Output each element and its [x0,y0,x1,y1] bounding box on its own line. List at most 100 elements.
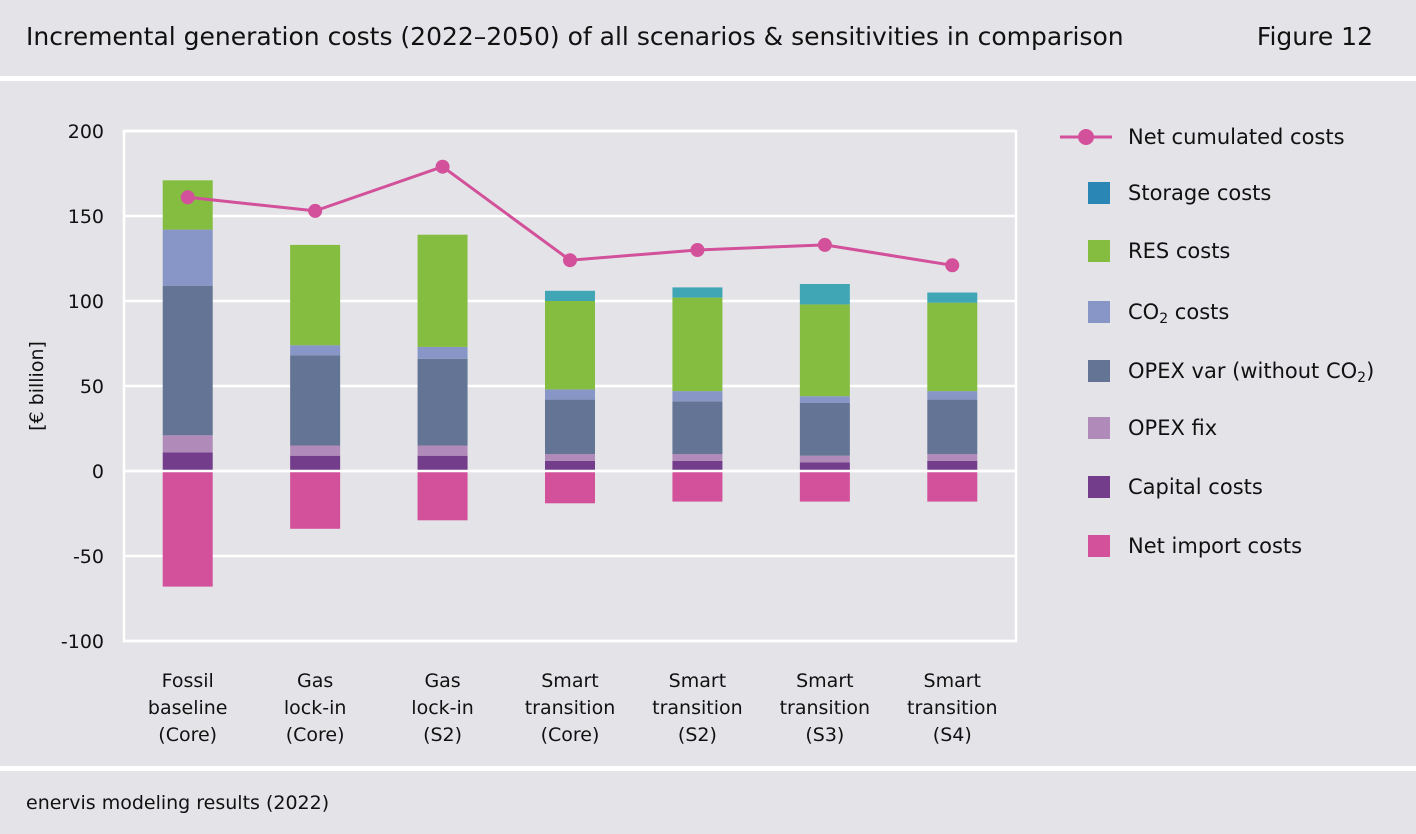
y-tick-label: 50 [80,376,104,398]
figure-number: Figure 12 [1256,22,1373,51]
y-tick-label: -50 [73,546,104,568]
bar-segment-capital [417,455,468,471]
bar-segment-opex_fix [545,454,595,461]
bar-segment-res [672,297,723,392]
legend-label-capital: Capital costs [1128,475,1263,499]
bar-segment-co2 [672,391,723,402]
net-cumulated-line [180,159,960,273]
bar-segment-storage [545,290,595,301]
x-category-labels: Fossil baseline (Core) Gas lock-in (Core) Gas l… [148,670,998,746]
legend-label-net: Net cumulated costs [1128,125,1345,149]
bar-segment-co2 [927,391,978,400]
legend-item-opexvar: OPEX var (without CO2) [1058,356,1398,386]
bar-segment-storage [799,284,850,305]
bar-segment-import [162,471,213,587]
bar-segment-res [545,301,595,390]
bar-segment-capital [799,462,850,471]
bar-segment-opex_var [417,358,468,446]
bar-segment-storage [927,292,978,303]
bar-segment-co2 [162,229,213,286]
bar-segment-import [545,471,595,504]
bar-segment-opex_var [545,399,595,454]
legend-label-import: Net import costs [1128,534,1303,558]
x-category-label: Smart transition (S3) [780,670,871,746]
net-line-point [308,203,323,218]
y-tick-label: 0 [92,461,104,483]
bar-segment-capital [672,460,723,471]
bar-segment-opex_fix [927,454,978,461]
bar-segment-capital [927,460,978,471]
bar-segment-res [290,244,341,346]
bar-segment-import [417,471,468,521]
bar-segment-storage [672,287,723,298]
footer-divider [0,766,1416,771]
legend-swatch-opexvar [1088,360,1110,382]
legend-swatch-import [1088,535,1110,557]
bar-segment-opex_fix [799,455,850,463]
y-axis-label: [€ billion] [26,341,48,431]
title-bar: Incremental generation costs (2022–2050)… [0,0,1416,76]
net-line-point [435,159,450,174]
chart-title: Incremental generation costs (2022–2050)… [26,22,1124,51]
bar-segment-res [417,234,468,347]
net-line-point [690,243,705,257]
bar-segment-import [799,471,850,502]
x-category-label: Gas lock-in (S2) [411,670,474,746]
x-category-label: Smart transition (Core) [525,670,616,746]
net-line-point [563,253,577,268]
legend-swatch-co2 [1088,301,1110,323]
bar-segment-res [162,180,213,230]
header-divider [0,76,1416,81]
y-tick-label: 200 [68,121,104,143]
net-line-point [817,237,832,252]
chart-svg: 200 150 100 50 0 -50 -100 Fossil baseline (Core)… [26,121,1018,746]
bar-segment-co2 [417,346,468,359]
bar-segment-capital [545,460,595,471]
x-category-label: Gas lock-in (Core) [284,670,347,746]
y-tick-labels: 200 150 100 50 0 -50 -100 [61,121,104,653]
x-category-label: Fossil baseline (Core) [148,670,228,746]
bars [124,180,1016,587]
bar-segment-opex_var [290,355,341,446]
bar-segment-co2 [545,389,595,400]
bar-segment-co2 [290,345,341,356]
legend-swatch-storage [1088,182,1110,204]
y-tick-label: 100 [68,291,104,313]
bar-segment-opex_var [927,399,978,454]
bar-segment-opex_fix [162,435,213,453]
net-line-point [180,190,195,205]
bar-segment-opex_fix [417,445,468,456]
bar-segment-import [672,471,723,502]
bar-segment-res [799,304,850,397]
legend-item-storage: Storage costs [1058,178,1398,208]
legend-line-marker [1060,129,1112,145]
legend-item-co2: CO2 costs [1058,297,1398,327]
legend-label-res: RES costs [1128,239,1231,263]
x-category-label: Smart transition (S2) [652,670,743,746]
bar-segment-co2 [799,396,850,403]
bar-segment-import [927,471,978,502]
y-tick-label: -100 [61,631,104,653]
legend-label-opexfix: OPEX fix [1128,416,1218,440]
bar-segment-opex_fix [290,445,341,456]
legend-item-net: Net cumulated costs [1058,122,1398,152]
bar-segment-opex_var [672,401,723,454]
bar-segment-opex_fix [672,454,723,461]
bar-segment-res [927,302,978,392]
bar-segment-import [290,471,341,529]
legend-item-res: RES costs [1058,236,1398,266]
legend-item-capital: Capital costs [1058,472,1398,502]
bar-segment-opex_var [162,285,213,436]
legend-label-co2: CO2 costs [1128,300,1230,327]
bar-segment-opex_var [799,403,850,456]
legend-swatch-res [1088,240,1110,262]
bar-segment-capital [162,452,213,471]
legend-item-import: Net import costs [1058,531,1398,561]
legend-label-storage: Storage costs [1128,181,1272,205]
net-line-point [945,258,960,273]
bar-segment-capital [290,455,341,471]
source-note: enervis modeling results (2022) [26,792,330,814]
y-tick-label: 150 [68,206,104,228]
legend-item-opexfix: OPEX fix [1058,413,1398,443]
x-category-label: Smart transition (S4) [907,670,998,746]
